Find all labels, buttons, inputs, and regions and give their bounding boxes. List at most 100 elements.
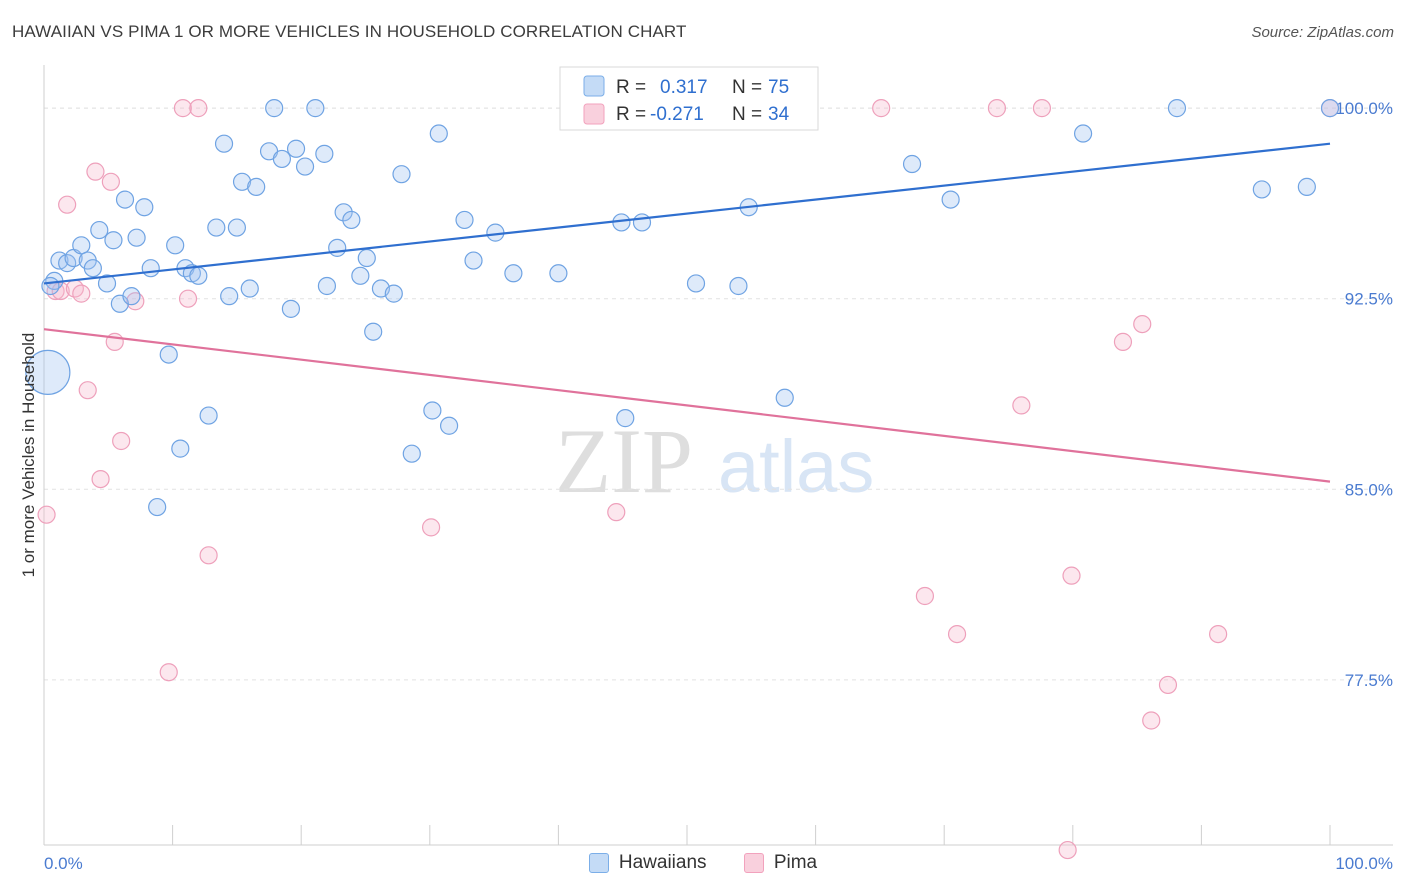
hawaiians-point	[775, 388, 794, 407]
hawaiians-point	[104, 231, 123, 250]
pima-point	[947, 624, 967, 644]
hawaiians-point	[141, 259, 160, 278]
legend-swatch-pima	[583, 103, 605, 125]
pima-point	[1133, 314, 1152, 334]
hawaiians-point	[1320, 99, 1340, 118]
x-tick-label-max: 100.0%	[1335, 854, 1393, 873]
hawaiians-point	[232, 172, 252, 191]
hawaiians-point	[83, 259, 102, 278]
hawaiians-point	[632, 213, 652, 232]
legend-n-label-2: N =	[732, 104, 762, 125]
hawaiians-point	[171, 439, 190, 458]
hawaiians-point	[423, 401, 442, 420]
axes	[43, 65, 1393, 846]
pima-trend-line	[43, 328, 1331, 483]
hawaiians-point	[392, 165, 411, 184]
pima-point	[72, 284, 91, 303]
hawaiians-point	[315, 144, 334, 163]
hawaiians-point	[25, 349, 71, 395]
pima-point	[101, 172, 120, 191]
pima-point	[1209, 624, 1228, 644]
source-label: Source: ZipAtlas.com	[1251, 24, 1394, 41]
pima-point	[37, 505, 56, 524]
hawaiians-point	[286, 139, 306, 158]
hawaiians-point	[902, 154, 922, 174]
stats-legend: R = 0.317 N = 75 R = -0.271 N = 34	[559, 66, 819, 131]
pima-point	[1032, 99, 1052, 118]
hawaiians-point	[317, 276, 337, 296]
hawaiians-point	[464, 251, 483, 270]
legend-r-label-2: R =	[616, 104, 646, 125]
legend-item-pima[interactable]: Pima	[743, 852, 818, 874]
pima-point	[1062, 566, 1081, 585]
hawaiians-point	[486, 223, 505, 242]
hawaiians-point	[247, 177, 266, 196]
x-tick-label-min: 0.0%	[44, 854, 83, 873]
legend-r-value-2: -0.271	[650, 104, 704, 125]
hawaiians-point	[616, 409, 635, 428]
pima-point	[1142, 711, 1161, 730]
hawaiians-point	[265, 99, 284, 118]
hawaiians-point	[127, 228, 146, 247]
pima-point	[86, 162, 105, 181]
hawaiians-point	[122, 287, 141, 306]
hawaiians-point	[148, 497, 167, 517]
pima-point	[178, 289, 198, 308]
hawaiians-point	[166, 236, 185, 255]
hawaiians-point	[351, 266, 370, 285]
pima-point	[199, 546, 218, 565]
hawaiians-point	[941, 190, 960, 209]
hawaiians-point	[189, 266, 208, 285]
hawaiians-point	[504, 264, 523, 283]
hawaiians-point	[455, 210, 474, 230]
hawaiians-point	[402, 444, 421, 463]
legend-label-pima: Pima	[773, 852, 818, 873]
pima-point	[78, 381, 97, 400]
hawaiians-point	[240, 279, 259, 298]
hawaiians-point	[1297, 177, 1316, 196]
x-axis-ticks	[172, 825, 1331, 845]
hawaiians-point	[1167, 99, 1187, 118]
hawaiians-point	[97, 274, 117, 293]
pima-point	[159, 663, 178, 682]
hawaiians-point	[612, 213, 631, 232]
trend-lines	[43, 142, 1331, 483]
pima-point	[1012, 396, 1031, 415]
y-tick-label: 77.5%	[1345, 671, 1393, 690]
legend-r-label-1: R =	[616, 77, 646, 98]
pima-swatch	[743, 853, 764, 873]
pima-point	[607, 503, 626, 522]
pima-point	[987, 99, 1007, 118]
bottom-legend: Hawaiians Pima	[0, 852, 1406, 879]
hawaiians-point	[1252, 180, 1271, 199]
hawaiians-swatch	[588, 853, 609, 873]
legend-item-hawaiians[interactable]: Hawaiians	[588, 852, 707, 874]
hawaiians-point	[364, 322, 383, 341]
hawaiians-point	[357, 248, 376, 268]
pima-point	[421, 518, 441, 537]
pima-point	[1058, 840, 1077, 860]
hawaiians-point	[214, 134, 234, 153]
hawaiians-point	[342, 210, 361, 230]
hawaiians-point	[686, 274, 706, 293]
chart-title: HAWAIIAN VS PIMA 1 OR MORE VEHICLES IN H…	[12, 22, 687, 41]
hawaiians-point	[90, 220, 109, 240]
legend-n-value-1: 75	[768, 77, 789, 98]
legend-label-hawaiians: Hawaiians	[618, 852, 707, 873]
gridlines	[44, 107, 1393, 681]
hawaiians-point	[384, 284, 403, 303]
hawaiians-point	[439, 416, 459, 435]
y-axis-tick-labels: 77.5% 85.0% 92.5% 100.0%	[1335, 99, 1393, 690]
legend-n-value-2: 34	[768, 104, 790, 125]
y-tick-label: 92.5%	[1345, 290, 1393, 309]
hawaiians-point	[295, 157, 315, 176]
hawaiians-point	[1073, 124, 1093, 143]
hawaiians-point	[227, 218, 246, 237]
hawaiians-point	[220, 287, 239, 306]
y-tick-label: 85.0%	[1345, 480, 1393, 499]
pima-point	[1158, 675, 1178, 695]
pima-point	[872, 99, 891, 118]
hawaiians-point	[207, 218, 226, 237]
pima-point	[173, 99, 192, 118]
legend-r-value-1: 0.317	[660, 77, 708, 98]
